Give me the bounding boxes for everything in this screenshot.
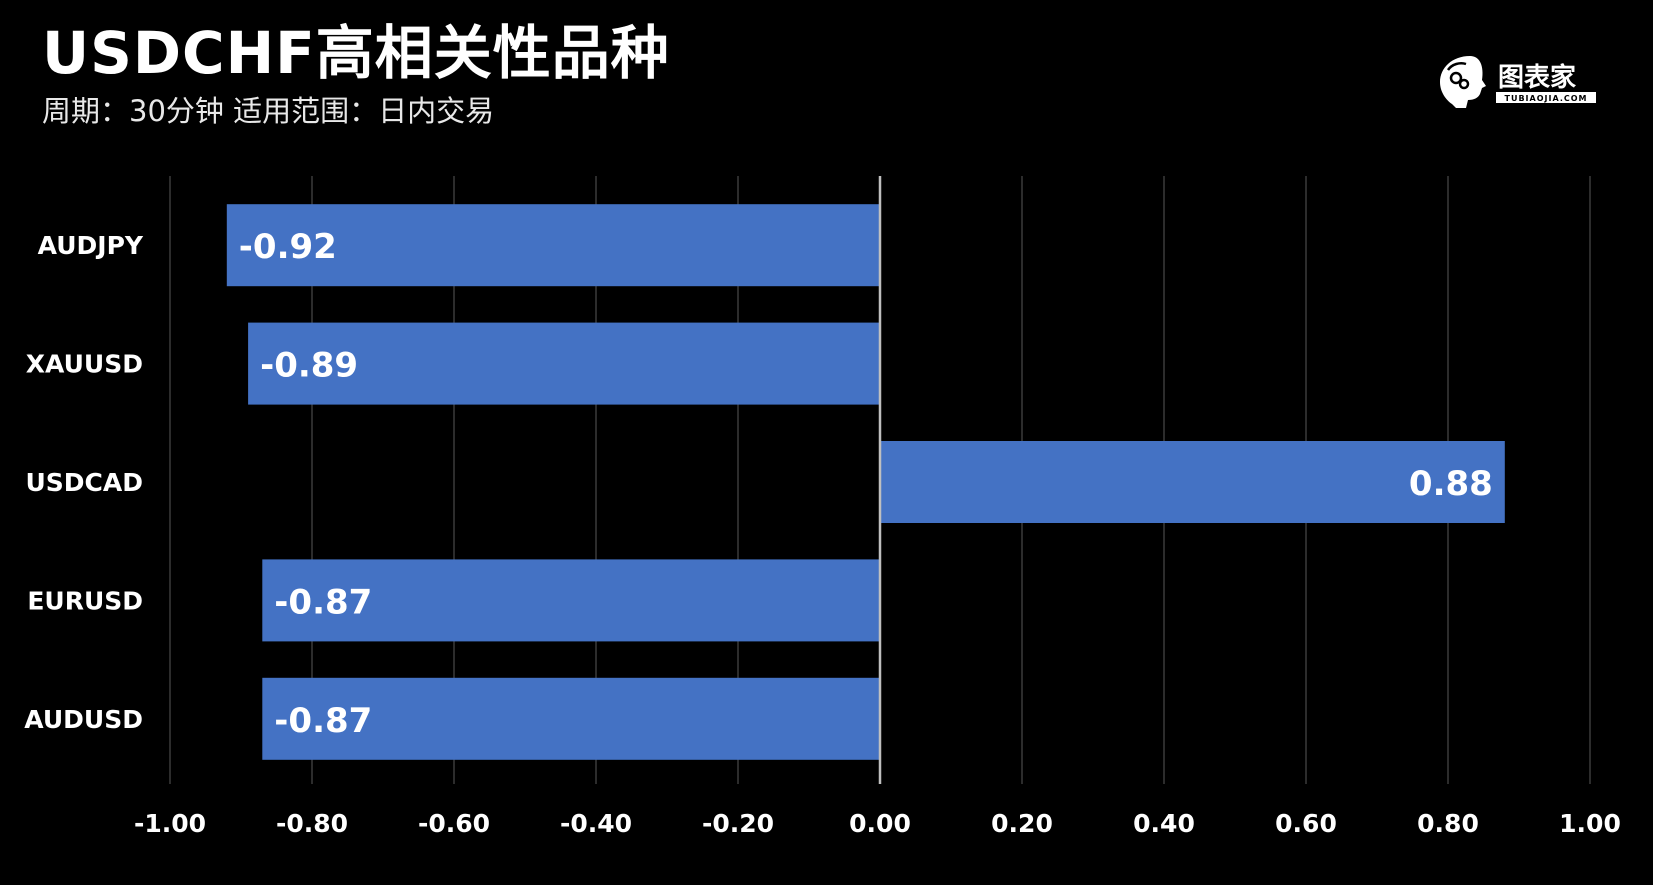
logo-domain: TUBIAOJIA.COM (1505, 94, 1588, 103)
tubiaojia-head-icon (1440, 56, 1486, 108)
data-label: -0.87 (274, 582, 372, 622)
x-tick-label: -0.80 (276, 809, 348, 838)
bar-audjpy (226, 204, 881, 287)
category-label: EURUSD (27, 586, 143, 615)
x-tick-label: 0.60 (1275, 809, 1337, 838)
data-label: -0.87 (274, 701, 372, 741)
category-label: AUDUSD (24, 705, 143, 734)
chart-title: USDCHF高相关性品种 (42, 19, 670, 87)
x-tick-label: 1.00 (1559, 809, 1621, 838)
bar-xauusd (248, 322, 881, 405)
category-label: USDCAD (25, 468, 143, 497)
brand-logo: 图表家 TUBIAOJIA.COM (1430, 50, 1610, 112)
x-tick-label: 0.00 (849, 809, 911, 838)
bar-audusd (262, 677, 880, 760)
category-label: AUDJPY (38, 231, 144, 260)
label-layer: -1.00 -0.80 -0.60 -0.40 -0.20 0.00 0.20 0.40 0.6… (24, 227, 1621, 838)
bar-eurusd (262, 559, 880, 642)
x-tick-label: 0.40 (1133, 809, 1195, 838)
data-label: -0.92 (239, 227, 337, 267)
data-label: 0.88 (1409, 464, 1493, 504)
logo-name: 图表家 (1498, 62, 1576, 93)
x-tick-label: -0.40 (560, 809, 632, 838)
x-tick-label: -0.60 (418, 809, 490, 838)
x-tick-label: -0.20 (702, 809, 774, 838)
chart-subtitle: 周期：30分钟 适用范围：日内交易 (42, 94, 495, 128)
category-label: XAUUSD (26, 350, 143, 379)
x-tick-label: 0.80 (1417, 809, 1479, 838)
bar-layer (226, 176, 1505, 784)
x-tick-label: -1.00 (134, 809, 206, 838)
bar-usdcad (880, 441, 1505, 523)
x-tick-label: 0.20 (991, 809, 1053, 838)
data-label: -0.89 (260, 346, 358, 386)
